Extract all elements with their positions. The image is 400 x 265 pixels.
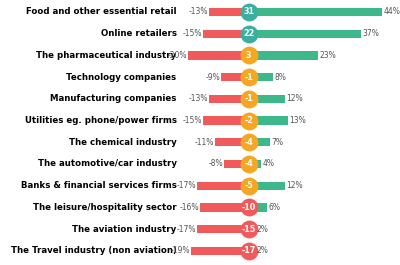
Bar [188, 51, 249, 60]
Text: Utilities eg. phone/power firms: Utilities eg. phone/power firms [24, 116, 176, 125]
Text: 31: 31 [243, 7, 254, 16]
Text: -15%: -15% [183, 116, 202, 125]
Text: -17%: -17% [177, 225, 196, 234]
Text: -9%: -9% [206, 73, 220, 82]
Text: Food and other essential retail: Food and other essential retail [26, 7, 176, 16]
Point [246, 162, 252, 166]
Bar [221, 73, 249, 81]
Point [246, 75, 252, 79]
Point [246, 97, 252, 101]
Text: -20%: -20% [168, 51, 187, 60]
Text: 22: 22 [243, 29, 254, 38]
Bar [200, 203, 249, 211]
Text: Banks & financial services firms: Banks & financial services firms [21, 181, 176, 190]
Point [246, 249, 252, 253]
Text: 12%: 12% [286, 94, 303, 103]
Text: The Travel industry (non aviation): The Travel industry (non aviation) [11, 246, 176, 255]
Bar [203, 116, 249, 125]
Bar [249, 116, 288, 125]
Bar [249, 29, 361, 38]
Text: 8%: 8% [274, 73, 286, 82]
Text: -8%: -8% [209, 160, 224, 169]
Text: 4%: 4% [262, 160, 274, 169]
Bar [224, 160, 249, 168]
Text: -16%: -16% [180, 203, 199, 212]
Point [246, 227, 252, 231]
Bar [249, 73, 273, 81]
Text: The aviation industry: The aviation industry [72, 225, 176, 234]
Text: 6%: 6% [268, 203, 280, 212]
Bar [249, 51, 318, 60]
Text: 12%: 12% [286, 181, 303, 190]
Text: -4: -4 [244, 138, 253, 147]
Bar [249, 203, 267, 211]
Bar [203, 29, 249, 38]
Bar [249, 225, 255, 233]
Point [246, 32, 252, 36]
Text: -2: -2 [244, 116, 253, 125]
Bar [249, 138, 270, 146]
Text: -13%: -13% [189, 7, 208, 16]
Text: 2%: 2% [256, 246, 268, 255]
Bar [197, 225, 249, 233]
Bar [249, 247, 255, 255]
Text: 44%: 44% [383, 7, 400, 16]
Point [246, 184, 252, 188]
Text: 3: 3 [246, 51, 251, 60]
Point [246, 118, 252, 123]
Text: The automotive/car industry: The automotive/car industry [38, 160, 176, 169]
Text: -17%: -17% [177, 181, 196, 190]
Bar [197, 182, 249, 190]
Text: -15: -15 [242, 225, 256, 234]
Point [246, 205, 252, 210]
Bar [249, 182, 285, 190]
Bar [249, 95, 285, 103]
Text: Manufacturing companies: Manufacturing companies [50, 94, 176, 103]
Text: -15%: -15% [183, 29, 202, 38]
Text: -4: -4 [244, 160, 253, 169]
Text: -19%: -19% [171, 246, 190, 255]
Text: Technology companies: Technology companies [66, 73, 176, 82]
Text: The pharmaceutical industry: The pharmaceutical industry [36, 51, 176, 60]
Bar [209, 95, 249, 103]
Bar [249, 8, 382, 16]
Text: -1: -1 [244, 94, 253, 103]
Bar [215, 138, 249, 146]
Bar [249, 160, 261, 168]
Text: 2%: 2% [256, 225, 268, 234]
Text: -11%: -11% [195, 138, 214, 147]
Text: The leisure/hospitality sector: The leisure/hospitality sector [33, 203, 176, 212]
Text: Online retailers: Online retailers [100, 29, 176, 38]
Point [246, 140, 252, 144]
Text: -10: -10 [242, 203, 256, 212]
Bar [191, 247, 249, 255]
Text: -1: -1 [244, 73, 253, 82]
Point [246, 10, 252, 14]
Text: 13%: 13% [290, 116, 306, 125]
Text: 7%: 7% [271, 138, 283, 147]
Text: 37%: 37% [362, 29, 379, 38]
Text: -17: -17 [242, 246, 256, 255]
Text: 23%: 23% [320, 51, 336, 60]
Text: -13%: -13% [189, 94, 208, 103]
Text: The chemical industry: The chemical industry [69, 138, 176, 147]
Text: -5: -5 [244, 181, 253, 190]
Point [246, 53, 252, 58]
Bar [209, 8, 249, 16]
